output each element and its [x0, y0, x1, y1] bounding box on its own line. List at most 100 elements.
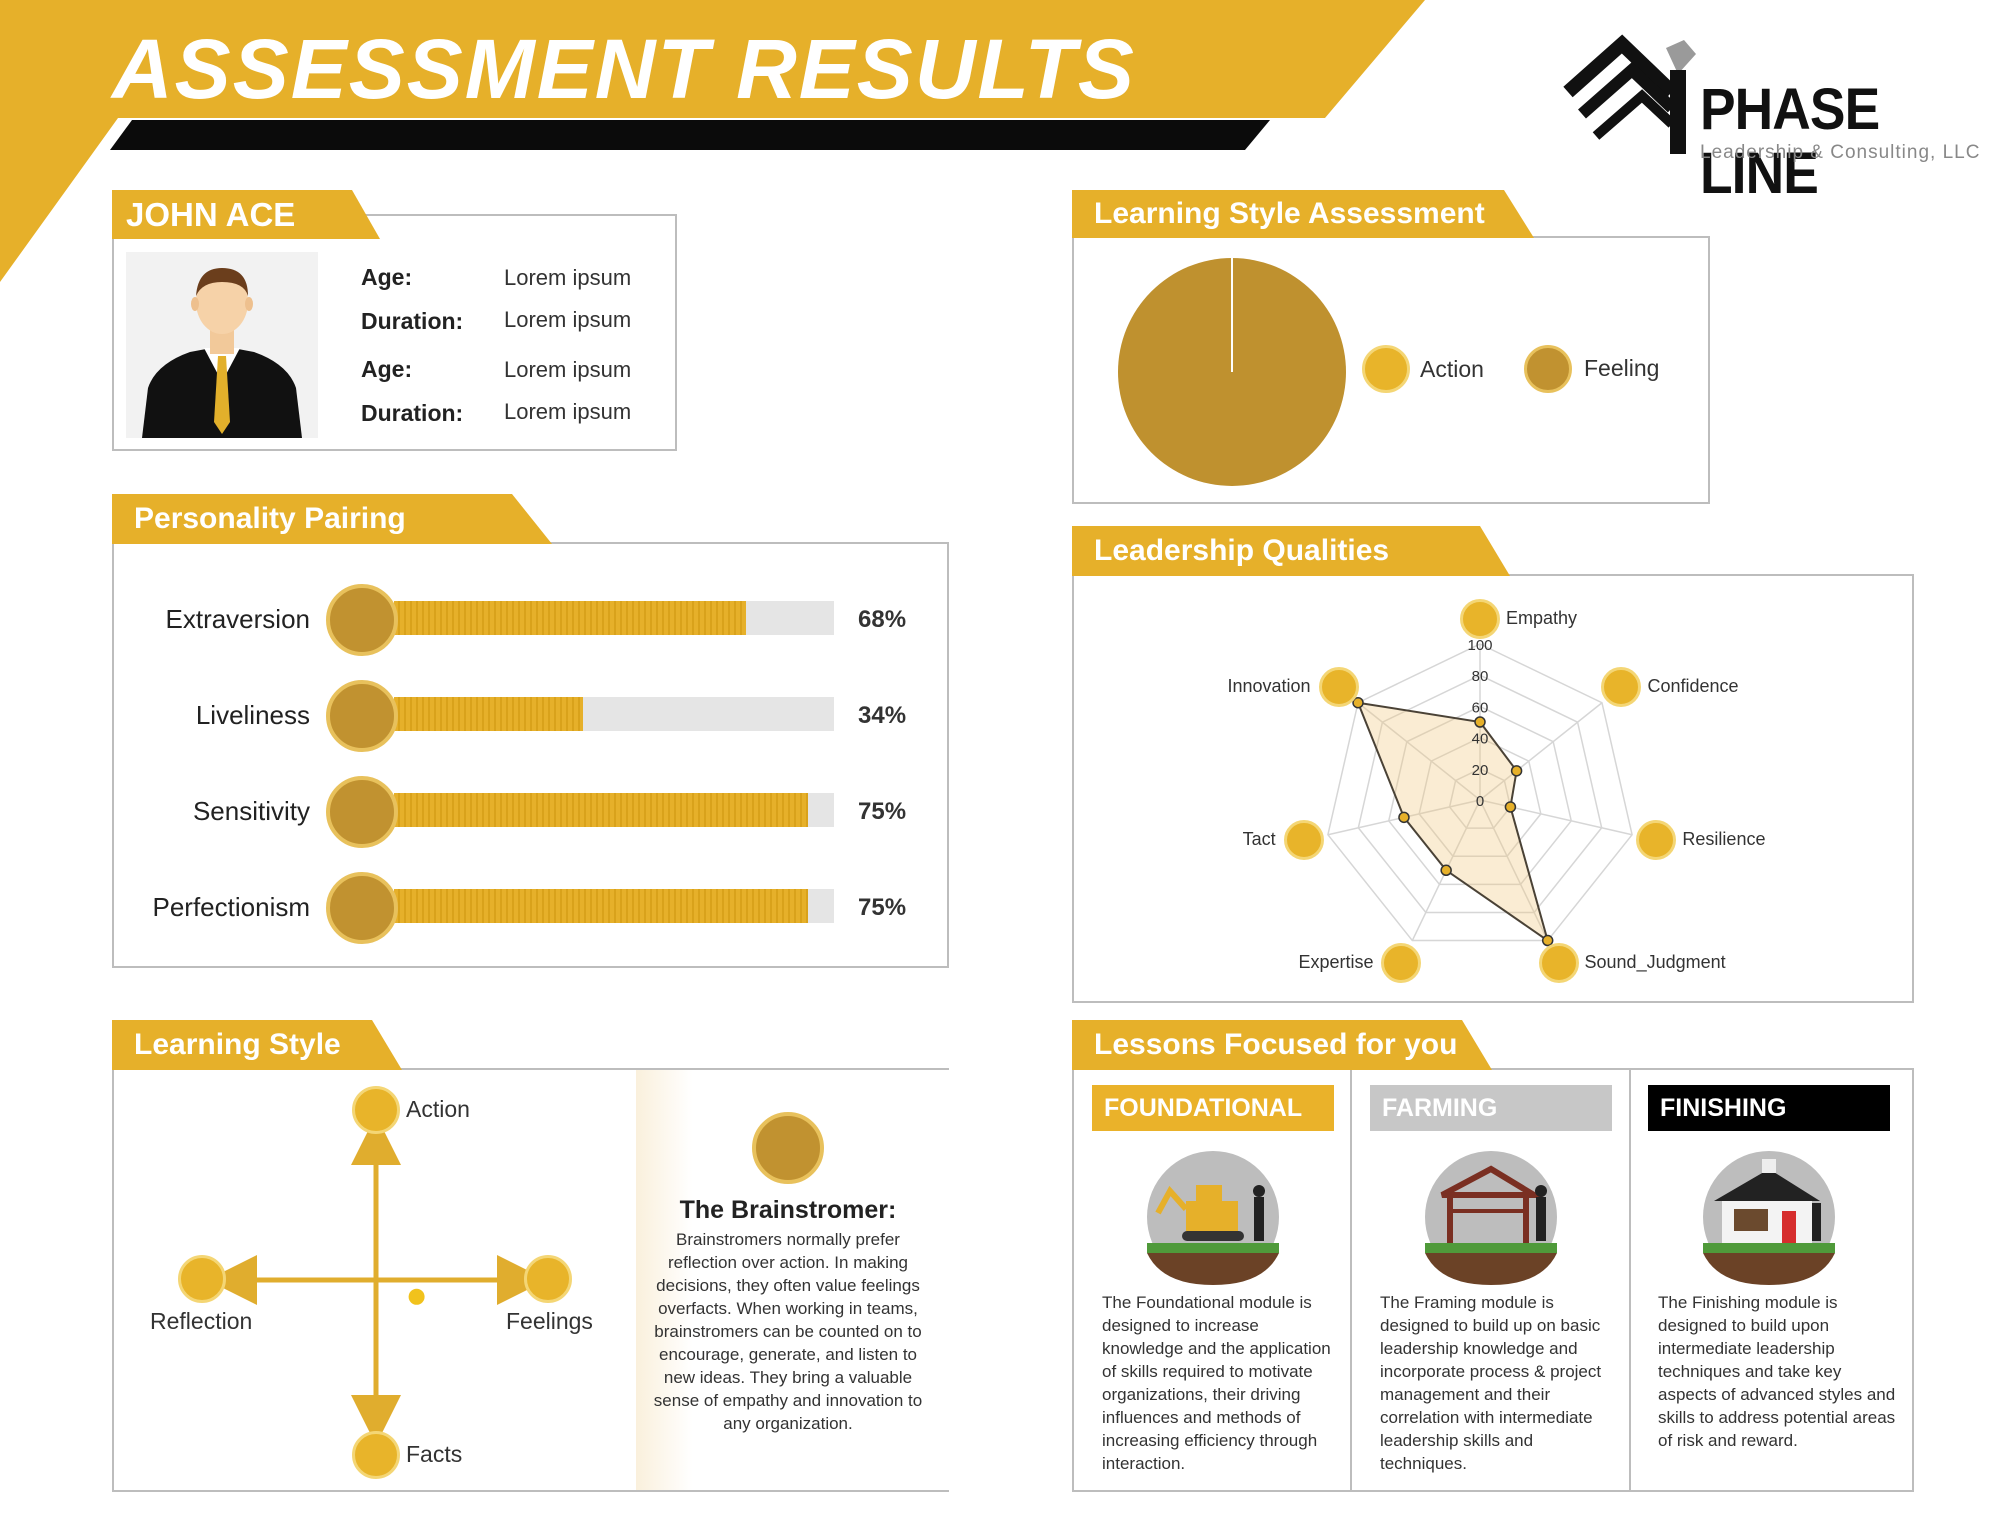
radar-axis-label: Sound_Judgment — [1584, 952, 1726, 973]
radar-grid-ring — [1327, 643, 1633, 942]
radar-tick-label: 20 — [1472, 762, 1489, 779]
page-title: ASSESSMENT RESULTS — [112, 22, 1136, 116]
expertise-icon — [1381, 943, 1422, 984]
radar-point-empathy — [1474, 716, 1486, 728]
axis-label-top: Action — [406, 1096, 470, 1122]
finished-house-icon — [1703, 1151, 1835, 1285]
radar-tick-label: 40 — [1472, 731, 1489, 748]
lesson-description: The Foundational module is designed to i… — [1102, 1293, 1331, 1473]
radar-series-area — [1356, 701, 1550, 943]
innovation-icon — [1318, 667, 1359, 708]
trait-label: Liveliness — [195, 700, 310, 730]
pie-legend-label: Action — [1420, 356, 1484, 382]
axis-label-bottom: Facts — [406, 1441, 463, 1467]
profile-field-value: Lorem ipsum — [504, 307, 632, 332]
profile-field-value: Lorem ipsum — [504, 357, 632, 382]
radar-spoke — [1479, 799, 1549, 941]
trait-percent: 68% — [858, 606, 907, 633]
excavator-icon — [1147, 1151, 1279, 1285]
logo-tagline: Leadership & Consulting, LLC — [1700, 142, 1981, 163]
house-frame-icon — [1425, 1151, 1557, 1285]
radar-tick-label: 80 — [1472, 668, 1489, 685]
empathy-icon — [1460, 599, 1500, 640]
businessman-avatar-icon — [142, 268, 302, 438]
learning-style-point — [408, 1288, 425, 1305]
profile-name: JOHN ACE — [112, 190, 380, 239]
confidence-icon — [1601, 667, 1642, 708]
radar-axis-label: Tact — [1242, 829, 1276, 850]
tact-icon — [1283, 820, 1324, 861]
trait-bar-fill — [394, 889, 808, 923]
learning-quadrant — [207, 1115, 547, 1445]
lesson-description: The Framing module is designed to build … — [1380, 1293, 1602, 1473]
lessons-title: Lessons Focused for you — [1072, 1020, 1492, 1070]
pie-legend-label: Feeling — [1584, 355, 1660, 381]
avatar — [126, 252, 318, 438]
phase-line-logo-icon — [1563, 34, 1696, 154]
trait-bar-fill — [394, 697, 584, 731]
group-icon — [326, 584, 398, 656]
lesson-foundational: FOUNDATIONAL The Foundational module is … — [1072, 1069, 1348, 1486]
radar-axis-label: Expertise — [1298, 952, 1374, 973]
trait-bar-track — [394, 601, 834, 635]
radar-point-tact — [1398, 811, 1410, 824]
profile-field-label: Duration: — [361, 308, 464, 334]
axis-label-right: Feelings — [506, 1308, 593, 1334]
facts-icon — [352, 1431, 400, 1479]
lesson-heading: FINISHING — [1648, 1085, 1890, 1131]
heart-head-icon — [326, 776, 398, 848]
radar-spoke — [1357, 702, 1481, 801]
learning-profile-title: The Brainstromer: — [679, 1196, 897, 1224]
learning-pie-chart — [1118, 258, 1346, 486]
radar-axis-label: Innovation — [1227, 676, 1311, 697]
radar-tick-label: 0 — [1476, 793, 1484, 810]
radar-grid-ring — [1357, 674, 1603, 914]
radar-grid-ring — [1418, 736, 1542, 857]
profile-card: Age: Lorem ipsum Duration: Lorem ipsum A… — [112, 214, 677, 451]
check-head-icon — [326, 872, 398, 944]
action-legend-icon — [1362, 345, 1410, 393]
leadership-panel — [1072, 574, 1914, 1003]
column-divider — [1350, 1070, 1352, 1490]
radar-point-expertise — [1440, 864, 1452, 877]
resilience-icon — [1636, 820, 1677, 861]
radar-tick-label: 60 — [1472, 699, 1489, 716]
cheering-people-icon — [326, 680, 398, 752]
trait-percent: 34% — [858, 702, 907, 729]
profile-field-label: Age: — [361, 264, 413, 290]
action-icon — [352, 1086, 400, 1134]
trait-bar-fill — [394, 601, 746, 635]
trait-percent: 75% — [858, 798, 907, 825]
lesson-description: The Finishing module is designed to buil… — [1658, 1293, 1896, 1450]
column-divider — [1629, 1070, 1631, 1490]
trait-bar-track — [394, 793, 834, 827]
brain-bulb-icon — [752, 1112, 824, 1184]
profile-field-label: Age: — [361, 356, 413, 382]
radar-spoke — [1479, 702, 1603, 801]
radar-axis-label: Resilience — [1682, 829, 1766, 850]
learning-profile-text: Brainstromers normally prefer reflection… — [653, 1230, 923, 1433]
lesson-heading: FARMING — [1370, 1085, 1612, 1131]
header-banner — [0, 0, 1425, 282]
personality-title: Personality Pairing — [112, 494, 552, 544]
radar-grid-ring — [1448, 767, 1512, 829]
leadership-title: Leadership Qualities — [1072, 526, 1510, 576]
profile-field-label: Duration: — [361, 400, 464, 426]
lesson-heading: FOUNDATIONAL — [1092, 1085, 1334, 1131]
leadership-radar-chart: 0 20 40 60 80 100 — [1327, 637, 1633, 947]
reflection-icon — [178, 1255, 226, 1303]
feeling-legend-icon — [1524, 345, 1572, 393]
trait-label: Perfectionism — [152, 892, 311, 922]
lesson-farming: FARMING The Framing module is designed t… — [1350, 1069, 1626, 1486]
learning-assessment-title: Learning Style Assessment — [1072, 190, 1534, 238]
trait-label: Extraversion — [165, 604, 311, 634]
logo-name: PHASE LINE — [1700, 77, 1880, 206]
trait-percent: 75% — [858, 894, 907, 921]
profile-field-value: Lorem ipsum — [504, 265, 632, 290]
axis-label-left: Reflection — [150, 1308, 253, 1334]
trait-bar-track — [394, 697, 834, 731]
trait-label: Sensitivity — [192, 796, 310, 826]
radar-axis-label: Empathy — [1506, 608, 1578, 629]
radar-point-resilience — [1504, 801, 1517, 813]
